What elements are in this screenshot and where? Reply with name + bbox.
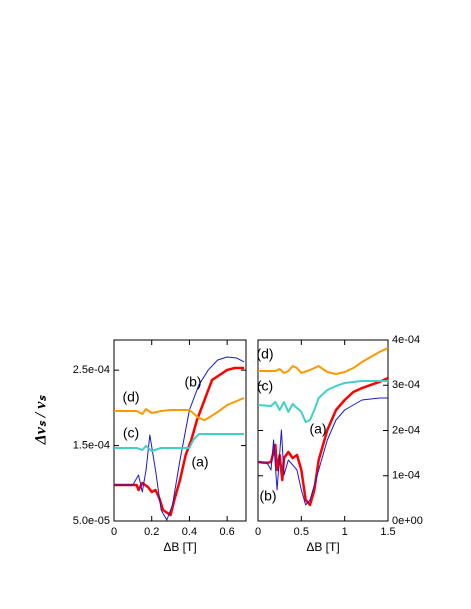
- x-tick-label: 1: [342, 526, 348, 538]
- y-tick-label: 4e-04: [392, 334, 420, 346]
- series-label: (a): [309, 421, 326, 437]
- x-tick-label: 1.5: [380, 526, 395, 538]
- series-label: (c): [123, 425, 139, 441]
- y-tick-label: 3e-04: [392, 379, 420, 391]
- data-line: [258, 376, 388, 507]
- x-tick-label: 0.5: [294, 526, 309, 538]
- plot-frame: [113, 339, 247, 522]
- y-axis-label: Δvₛ / vₛ: [33, 395, 50, 446]
- y-tick-label: 0e+00: [392, 515, 423, 527]
- data-line: [258, 380, 388, 423]
- x-axis-label: ΔB [T]: [163, 540, 196, 554]
- data-line: [114, 397, 245, 422]
- data-line: [114, 356, 245, 521]
- y-tick-label: 1.5e-04: [73, 439, 110, 451]
- data-line: [258, 397, 388, 506]
- x-axis-label: ΔB [T]: [306, 540, 339, 554]
- data-line: [114, 366, 245, 517]
- y-tick-label: 2e-04: [392, 424, 420, 436]
- x-tick-label: 0.4: [182, 526, 197, 538]
- data-line: [258, 347, 388, 375]
- series-label: (b): [259, 488, 276, 504]
- data-line: [114, 432, 245, 453]
- x-tick-label: 0.6: [219, 526, 234, 538]
- y-tick-label: 2.5e-04: [73, 364, 110, 376]
- x-tick-label: 0: [111, 526, 117, 538]
- y-tick-label: 1e-04: [392, 470, 420, 482]
- series-label: (d): [122, 389, 139, 405]
- x-tick-label: 0.2: [144, 526, 159, 538]
- series-label: (d): [256, 346, 273, 362]
- series-label: (b): [184, 374, 201, 390]
- x-tick-label: 0: [255, 526, 261, 538]
- series-label: (a): [191, 454, 208, 470]
- series-label: (c): [257, 378, 273, 394]
- y-tick-label: 5.0e-05: [73, 515, 110, 527]
